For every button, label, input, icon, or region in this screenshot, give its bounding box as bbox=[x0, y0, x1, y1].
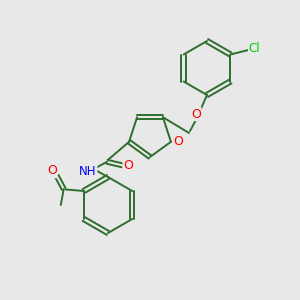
Text: O: O bbox=[191, 107, 201, 121]
Text: Cl: Cl bbox=[249, 42, 260, 55]
Text: O: O bbox=[173, 135, 183, 148]
Text: O: O bbox=[47, 164, 57, 178]
Text: O: O bbox=[123, 159, 133, 172]
Text: NH: NH bbox=[79, 165, 97, 178]
